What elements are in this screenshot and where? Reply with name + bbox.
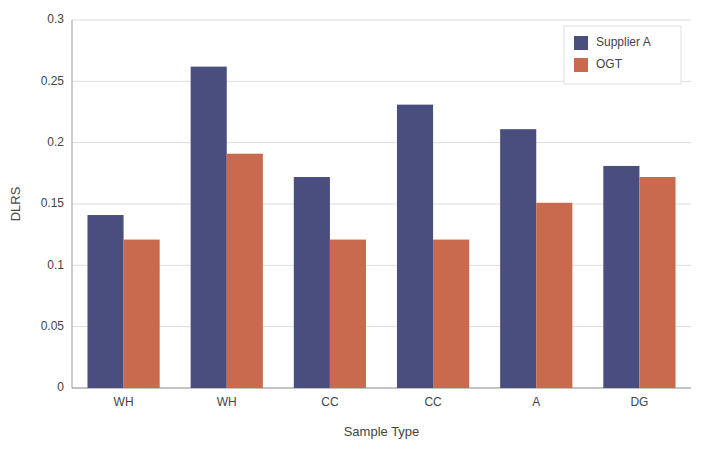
legend-box: [564, 26, 681, 84]
chart-container: 0 0.05 0.1 0.15 0.2 0.25 0.3 WH WH CC CC A DG Sample …: [0, 0, 711, 450]
legend-label: OGT: [596, 57, 623, 71]
y-tick-label: 0.1: [47, 258, 64, 272]
x-axis-label: Sample Type: [344, 424, 420, 439]
bar: [227, 154, 263, 388]
x-axis-line: [72, 388, 691, 389]
bar: [536, 203, 572, 388]
grid-line: [72, 326, 691, 327]
y-tick-label: 0.15: [41, 196, 65, 210]
bar: [87, 215, 123, 388]
x-tick-label: WH: [217, 395, 237, 409]
y-axis-label: DLRS: [8, 186, 23, 221]
x-tick-label: DG: [630, 395, 648, 409]
legend-swatch: [574, 58, 588, 72]
y-axis-line: [72, 20, 73, 388]
y-tick-label: 0.25: [41, 74, 65, 88]
legend-swatch: [574, 36, 588, 50]
legend: Supplier A OGT: [564, 26, 681, 84]
x-tick-label: CC: [424, 395, 442, 409]
y-tick-label: 0.05: [41, 319, 65, 333]
bar: [603, 166, 639, 388]
bar: [330, 240, 366, 388]
bar: [294, 177, 330, 388]
grid-line: [72, 265, 691, 266]
bar: [191, 67, 227, 388]
grid-line: [72, 142, 691, 143]
x-ticks: WH WH CC CC A DG: [114, 395, 649, 409]
grid: [72, 20, 691, 388]
grid-line: [72, 388, 691, 389]
bars: [87, 67, 675, 388]
chart-svg: 0 0.05 0.1 0.15 0.2 0.25 0.3 WH WH CC CC A DG Sample …: [0, 0, 711, 450]
bar: [433, 240, 469, 388]
legend-label: Supplier A: [596, 35, 651, 49]
x-tick-label: CC: [321, 395, 339, 409]
y-tick-label: 0: [57, 380, 64, 394]
y-ticks: 0 0.05 0.1 0.15 0.2 0.25 0.3: [41, 12, 65, 394]
x-tick-label: WH: [114, 395, 134, 409]
bar: [397, 105, 433, 388]
bar: [500, 129, 536, 388]
x-tick-label: A: [532, 395, 540, 409]
bar: [124, 240, 160, 388]
grid-line: [72, 204, 691, 205]
y-tick-label: 0.2: [47, 135, 64, 149]
bar: [639, 177, 675, 388]
grid-line: [72, 20, 691, 21]
y-tick-label: 0.3: [47, 12, 64, 26]
